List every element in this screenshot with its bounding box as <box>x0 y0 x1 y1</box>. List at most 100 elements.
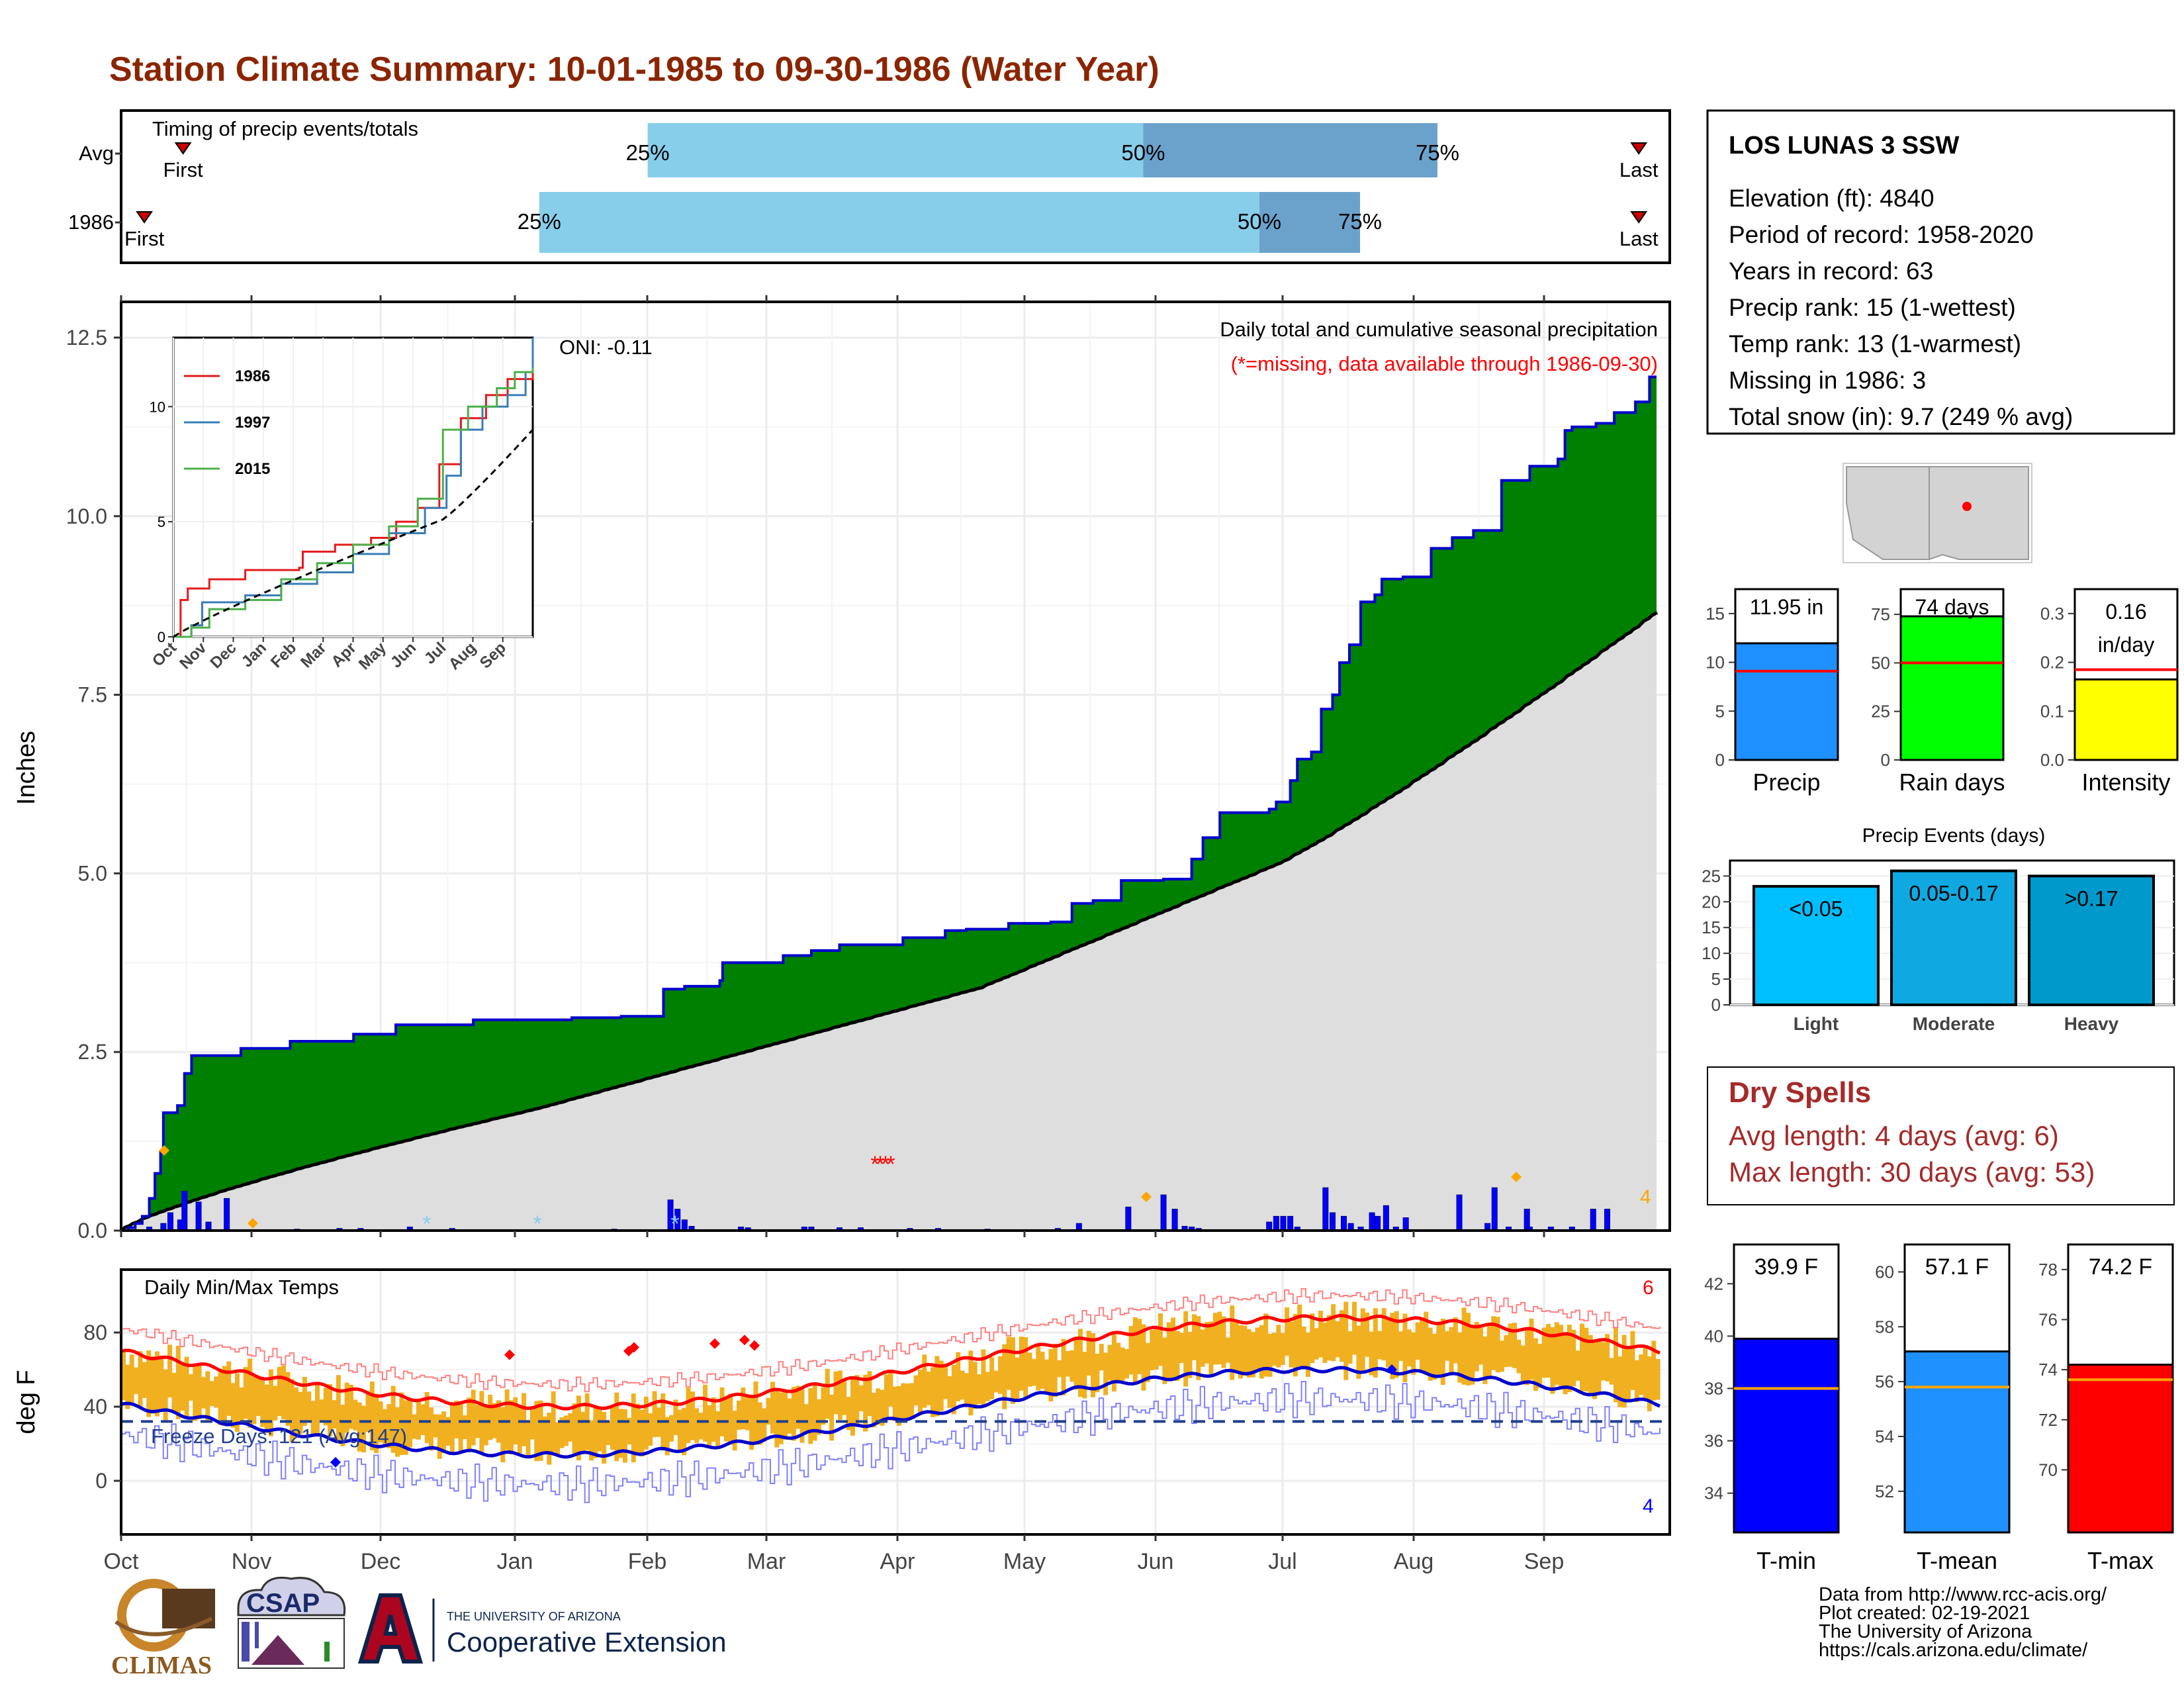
precip-annotation-title: Daily total and cumulative seasonal prec… <box>1220 318 1658 341</box>
daily-temp-range-bar <box>1145 1342 1150 1382</box>
daily-temp-range-bar <box>1230 1305 1235 1380</box>
timing-title: Timing of precip events/totals <box>152 117 418 140</box>
station-info-box: LOS LUNAS 3 SSW Elevation (ft): 4840 Peri… <box>1706 109 2175 435</box>
tmean-summary-y-tick: 54 <box>1875 1427 1894 1446</box>
daily-precip-bar <box>1375 1215 1381 1231</box>
daily-temp-range-bar <box>251 1376 257 1425</box>
daily-temp-range-bar <box>1031 1358 1036 1386</box>
daily-temp-range-bar <box>462 1415 467 1439</box>
daily-temp-range-bar <box>205 1371 210 1421</box>
daily-temp-range-bar <box>416 1400 421 1440</box>
daily-temp-range-bar <box>319 1399 324 1422</box>
record-high-marker-icon <box>709 1338 720 1349</box>
daily-temp-range-bar <box>652 1391 657 1437</box>
daily-temp-range-bar <box>201 1377 206 1409</box>
record-high-line <box>121 1288 1661 1393</box>
ua-small-text: THE UNIVERSITY OF ARIZONA <box>447 1610 621 1623</box>
avg-tmax-line <box>120 1313 1661 1411</box>
daily-temp-range-bar <box>1406 1329 1412 1367</box>
inset-month-label: Apr <box>328 639 359 671</box>
precip-event-range: 0.05-0.17 <box>1909 882 1998 906</box>
inset-legend-label: 1986 <box>235 367 270 385</box>
missing-data-marker-icon: * <box>876 1152 884 1177</box>
daily-temp-range-bar <box>1238 1325 1243 1379</box>
daily-temp-range-bar <box>1175 1331 1180 1382</box>
temp-bottom-count: 4 <box>1643 1495 1654 1517</box>
daily-temp-range-bar <box>871 1393 876 1428</box>
daily-temp-range-bar <box>1541 1327 1547 1378</box>
rain-days-summary-y-tick: 75 <box>1871 604 1890 624</box>
tmax-summary-label: T-max <box>2087 1547 2154 1574</box>
daily-temp-range-bar <box>255 1377 261 1417</box>
rain-days-summary-value: 74 days <box>1915 595 1989 619</box>
daily-temp-range-bar <box>454 1400 459 1438</box>
daily-temp-range-bar <box>197 1363 202 1419</box>
daily-temp-range-bar <box>387 1404 392 1448</box>
daily-temp-range-bar <box>766 1397 771 1425</box>
daily-temp-range-bar <box>395 1407 400 1457</box>
month-axis-label: Sep <box>1524 1549 1565 1574</box>
daily-temp-range-bar <box>134 1367 139 1394</box>
tmean-summary-bar <box>1903 1350 2011 1534</box>
tmax-summary-value: 74.2 F <box>2089 1254 2152 1280</box>
daily-temp-range-bar <box>673 1399 678 1435</box>
month-axis-label: Oct <box>104 1549 139 1574</box>
daily-temp-range-bar <box>568 1413 573 1442</box>
tmin-summary-y-tick: 34 <box>1704 1483 1723 1503</box>
daily-temp-range-bar <box>703 1384 708 1442</box>
cloud-icon <box>237 1576 346 1617</box>
tmean-summary-y-tick: 58 <box>1875 1317 1894 1336</box>
daily-temp-range-bar <box>146 1350 152 1417</box>
daily-temp-range-bar <box>1335 1321 1340 1358</box>
daily-temp-range-bar <box>643 1397 649 1450</box>
daily-temp-range-bar <box>138 1351 143 1407</box>
daily-temp-range-bar <box>281 1365 287 1420</box>
daily-temp-range-bar <box>1305 1332 1310 1377</box>
daily-temp-range-bar <box>218 1369 223 1426</box>
missing-data-marker-icon: * <box>886 1152 895 1177</box>
first-event-label: First <box>163 158 203 181</box>
daily-temp-range-bar <box>467 1397 472 1450</box>
daily-temp-range-bar <box>602 1411 607 1464</box>
daily-temp-range-bar <box>1310 1313 1315 1364</box>
daily-temp-range-bar <box>1563 1333 1568 1395</box>
csap-logo: CSAP <box>237 1576 346 1669</box>
climas-wordmark: CLIMAS <box>111 1652 212 1679</box>
tmax-summary-bar <box>2067 1364 2174 1534</box>
daily-temp-range-bar <box>938 1360 944 1411</box>
inset-legend-label: 2015 <box>235 460 270 478</box>
daily-temp-range-bar <box>993 1370 999 1393</box>
dry-spells-box: Dry Spells Avg length: 4 days (avg: 6) M… <box>1707 1066 2175 1205</box>
tmean-summary-y-tick: 60 <box>1875 1262 1894 1282</box>
daily-precip-bar <box>181 1191 188 1231</box>
daily-temp-range-bar <box>589 1420 594 1461</box>
daily-temp-range-bar <box>125 1364 130 1409</box>
station-info-line: Precip rank: 15 (1-wettest) <box>1729 294 2016 321</box>
daily-temp-range-bar <box>1428 1327 1433 1381</box>
daily-temp-range-bar <box>399 1392 404 1455</box>
daily-temp-range-bar <box>1377 1331 1383 1360</box>
daily-temp-range-bar <box>458 1401 463 1452</box>
daily-temp-range-bar <box>369 1382 375 1450</box>
daily-temp-range-bar <box>778 1392 784 1444</box>
precip-y-tick: 2.5 <box>78 1040 107 1064</box>
record-high-marker-icon <box>749 1340 760 1351</box>
daily-temp-range-bar <box>821 1387 826 1425</box>
daily-temp-range-bar <box>934 1356 940 1417</box>
daily-temp-range-bar <box>1124 1349 1129 1379</box>
daily-temp-range-bar <box>209 1381 214 1406</box>
daily-temp-range-bar <box>1162 1337 1167 1384</box>
dry-spells-title: Dry Spells <box>1729 1076 1871 1109</box>
daily-temp-range-bar <box>981 1349 986 1407</box>
daily-temp-range-bar <box>787 1398 792 1434</box>
station-info-line: Elevation (ft): 4840 <box>1729 185 1934 212</box>
temp-frame <box>120 1268 1671 1536</box>
daily-temp-range-bar <box>1508 1323 1513 1367</box>
daily-temp-range-bar <box>547 1413 552 1465</box>
temp-title: Daily Min/Max Temps <box>144 1276 339 1299</box>
daily-temp-range-bar <box>1457 1332 1463 1383</box>
temp-top-count: 6 <box>1643 1277 1654 1299</box>
daily-temp-range-bar <box>1217 1311 1222 1365</box>
precip-summary-y-tick: 5 <box>1715 701 1725 721</box>
daily-temp-range-bar <box>1533 1338 1538 1391</box>
